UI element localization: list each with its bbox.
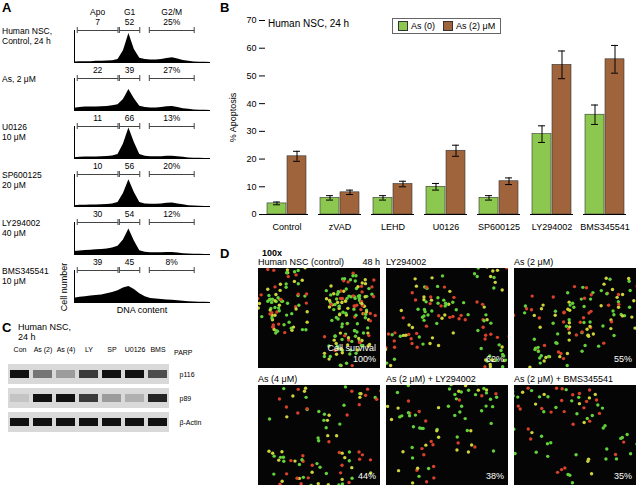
html-text:DNA content: DNA content	[116, 305, 168, 315]
svg-text:8%8: 8%8	[166, 257, 179, 267]
html-text:A: A	[2, 0, 12, 15]
svg-text:U0126: U0126	[125, 346, 146, 353]
svg-text:zVAD: zVAD	[329, 222, 352, 232]
svg-text:0: 0	[251, 209, 256, 219]
html-text:62%: 62%	[486, 354, 504, 364]
svg-text:U0126: U0126	[433, 222, 460, 232]
html-text:As (2 μM) + LY294002: As (2 μM) + LY294002	[386, 374, 476, 384]
svg-text:BMS345541: BMS345541	[580, 222, 630, 232]
svg-text:G1: G1	[124, 7, 136, 17]
svg-text:4545: 4545	[125, 257, 135, 267]
html-text:Human NSC, 24 h: Human NSC, 24 h	[268, 18, 350, 29]
html-text:100x: 100x	[262, 248, 282, 258]
svg-text:60: 60	[246, 43, 256, 53]
html-text:As (0): As (0)	[411, 21, 435, 31]
svg-text:Apo: Apo	[90, 7, 105, 17]
svg-text:G2/M: G2/M	[161, 7, 182, 17]
html-text:Human NSC (control): Human NSC (control)	[258, 257, 344, 267]
svg-text:As (4): As (4)	[57, 346, 76, 354]
html-text:As (4 μM): As (4 μM)	[258, 374, 298, 384]
html-text:44%: 44%	[358, 471, 376, 481]
svg-text:25%25: 25%25	[163, 17, 180, 27]
svg-text:p89: p89	[180, 395, 192, 403]
svg-text:% Apoptosis: % Apoptosis	[228, 92, 238, 142]
svg-text:3939: 3939	[93, 257, 103, 267]
html-text:B: B	[220, 0, 230, 15]
svg-text:LY294002: LY294002	[532, 222, 572, 232]
svg-text:LEHD: LEHD	[381, 222, 406, 232]
svg-text:13%13: 13%13	[163, 113, 180, 123]
svg-text:30: 30	[246, 126, 256, 136]
svg-text:β-Actin: β-Actin	[180, 419, 202, 427]
svg-text:12%12: 12%12	[163, 209, 180, 219]
svg-text:p116: p116	[180, 371, 195, 379]
svg-text:BMS: BMS	[150, 346, 166, 353]
svg-text:3030: 3030	[93, 209, 103, 219]
html-text:55%: 55%	[614, 354, 632, 364]
svg-text:1010: 1010	[93, 161, 103, 171]
html-text:SP600125 20 μM: SP600125 20 μM	[2, 170, 42, 190]
svg-text:SP: SP	[107, 346, 117, 353]
html-text:As, 2 μM: As, 2 μM	[2, 74, 36, 84]
html-text:35%: 35%	[614, 471, 632, 481]
svg-text:Con: Con	[14, 346, 27, 353]
html-text:BMS345541 10 μM: BMS345541 10 μM	[2, 266, 49, 286]
html-text:C: C	[2, 320, 12, 335]
svg-text:As (2): As (2)	[34, 346, 53, 354]
svg-text:SP600125: SP600125	[478, 222, 520, 232]
svg-text:77: 77	[95, 17, 100, 27]
svg-text:5656: 5656	[125, 161, 135, 171]
html-text:D: D	[220, 246, 230, 261]
html-text:U0126 10 μM: U0126 10 μM	[2, 122, 28, 142]
svg-text:Control: Control	[272, 222, 301, 232]
html-text:As (2 μM) + BMS345541: As (2 μM) + BMS345541	[514, 374, 613, 384]
html-text:48 h: 48 h	[362, 257, 380, 267]
svg-text:1111: 1111	[93, 113, 102, 123]
html-text:PARP: PARP	[174, 349, 193, 356]
html-text:LY294002 40 μM: LY294002 40 μM	[2, 218, 41, 238]
html-text:Human NSC, Control, 24 h: Human NSC, Control, 24 h	[2, 26, 53, 46]
svg-text:27%27: 27%27	[163, 65, 180, 75]
svg-text:3939: 3939	[125, 65, 135, 75]
svg-text:LY: LY	[85, 346, 93, 353]
svg-text:50: 50	[246, 71, 256, 81]
svg-text:20: 20	[246, 154, 256, 164]
html-text:LY294002: LY294002	[386, 257, 427, 267]
html-text:As (2) μM: As (2) μM	[456, 21, 496, 31]
html-text:As (2 μM): As (2 μM)	[514, 257, 554, 267]
svg-text:5252: 5252	[125, 17, 135, 27]
svg-text:40: 40	[246, 99, 256, 109]
html-text:Cell number: Cell number	[59, 262, 69, 312]
svg-text:10: 10	[246, 182, 256, 192]
svg-text:2222: 2222	[93, 65, 103, 75]
svg-text:5454: 5454	[125, 209, 135, 219]
html-text:38%: 38%	[486, 471, 504, 481]
html-text:100%: 100%	[353, 354, 376, 364]
html-text:Cell survival: Cell survival	[327, 343, 376, 353]
html-text:Human NSC, 24 h: Human NSC, 24 h	[18, 322, 71, 342]
svg-text:6666: 6666	[125, 113, 135, 123]
svg-text:20%20: 20%20	[163, 161, 180, 171]
svg-text:70: 70	[246, 15, 256, 25]
